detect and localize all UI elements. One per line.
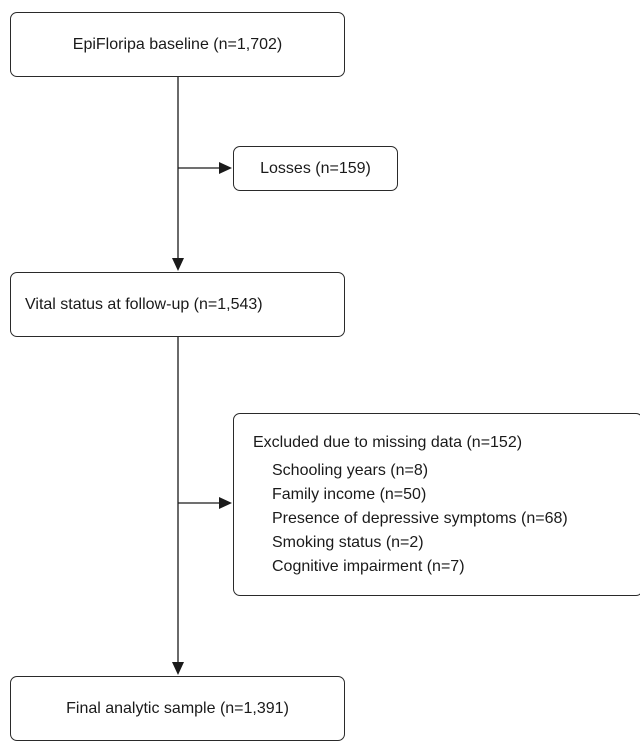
baseline-label: EpiFloripa baseline (n=1,702) bbox=[72, 35, 283, 53]
excluded-reason-item: Smoking status (n=2) bbox=[272, 534, 424, 551]
excluded-reasons-list: Schooling years (n=8) Family income (n=5… bbox=[272, 459, 568, 579]
excluded-reason-item: Presence of depressive symptoms (n=68) bbox=[272, 510, 568, 527]
final-sample-box: Final analytic sample (n=1,391) bbox=[10, 676, 345, 741]
excluded-reason-item: Family income (n=50) bbox=[272, 486, 427, 503]
losses-label: Losses (n=159) bbox=[260, 159, 371, 177]
arrowhead-losses bbox=[219, 162, 232, 174]
losses-box: Losses (n=159) bbox=[233, 146, 398, 191]
vital-status-label: Vital status at follow-up (n=1,543) bbox=[25, 295, 263, 313]
baseline-box: EpiFloripa baseline (n=1,702) bbox=[10, 12, 345, 77]
arrowhead-final bbox=[172, 662, 184, 675]
excluded-reason-item: Schooling years (n=8) bbox=[272, 462, 429, 479]
excluded-box: Excluded due to missing data (n=152) Sch… bbox=[233, 413, 640, 596]
arrowhead-vital bbox=[172, 258, 184, 271]
excluded-title: Excluded due to missing data (n=152) bbox=[253, 434, 523, 451]
excluded-reason-item: Cognitive impairment (n=7) bbox=[272, 558, 465, 575]
arrowhead-excluded bbox=[219, 497, 232, 509]
final-sample-label: Final analytic sample (n=1,391) bbox=[66, 699, 289, 717]
vital-status-box: Vital status at follow-up (n=1,543) bbox=[10, 272, 345, 337]
